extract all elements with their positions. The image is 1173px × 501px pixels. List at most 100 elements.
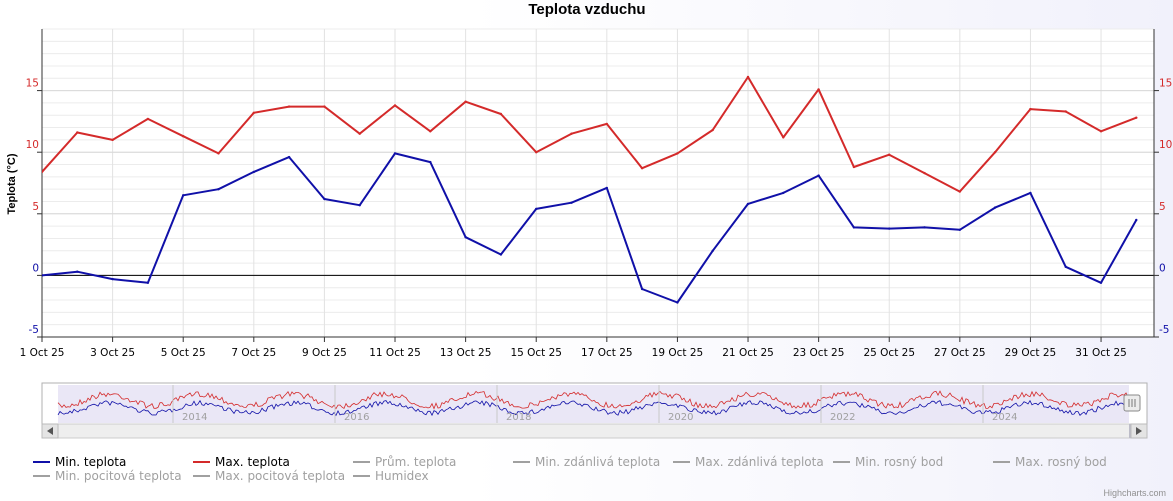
legend-item-min-rosny-bod[interactable]: Min. rosný bod — [833, 455, 943, 469]
data-point[interactable] — [323, 105, 326, 108]
scrollbar[interactable] — [41, 423, 1148, 439]
data-point[interactable] — [711, 128, 714, 132]
x-tick-label: 23 Oct 25 — [793, 347, 845, 359]
data-point[interactable] — [570, 132, 573, 135]
data-point[interactable] — [888, 227, 891, 230]
series-line-min-teplota[interactable] — [42, 152, 1138, 304]
x-tick-label: 13 Oct 25 — [440, 347, 492, 359]
data-point[interactable] — [464, 236, 467, 239]
legend-item-min-zdanliva-teplota[interactable]: Min. zdánlivá teplota — [513, 455, 660, 469]
data-point[interactable] — [146, 117, 150, 121]
data-point[interactable] — [640, 287, 644, 291]
y-tick-label-right: -5 — [1159, 324, 1169, 336]
data-point[interactable] — [993, 206, 997, 209]
data-point[interactable] — [146, 281, 150, 284]
data-point[interactable] — [746, 202, 750, 206]
legend-item-humidex[interactable]: Humidex — [353, 469, 429, 483]
scrollbar-track[interactable] — [41, 423, 1148, 439]
data-point[interactable] — [217, 188, 220, 191]
data-point[interactable] — [958, 190, 961, 193]
data-point[interactable] — [676, 152, 679, 155]
data-point[interactable] — [605, 186, 608, 190]
data-point[interactable] — [182, 194, 185, 197]
data-point[interactable] — [1135, 218, 1138, 222]
data-point[interactable] — [993, 151, 997, 154]
data-point[interactable] — [76, 270, 79, 273]
x-tick-label: 7 Oct 25 — [231, 347, 276, 359]
data-point[interactable] — [1029, 107, 1032, 111]
x-tick-label: 5 Oct 25 — [161, 347, 206, 359]
legend-item-max-rosny-bod[interactable]: Max. rosný bod — [993, 455, 1107, 469]
credits-link[interactable]: Highcharts.com — [1103, 488, 1166, 498]
y-tick-label-left: 0 — [32, 262, 39, 274]
data-point[interactable] — [287, 155, 291, 159]
data-point[interactable] — [1135, 116, 1138, 119]
data-point[interactable] — [358, 132, 361, 135]
data-point[interactable] — [429, 160, 432, 164]
data-point[interactable] — [429, 130, 432, 133]
data-point[interactable] — [923, 226, 926, 229]
data-point[interactable] — [676, 301, 679, 304]
legend-item-max-teplota[interactable]: Max. teplota — [193, 455, 290, 469]
series-line-max-teplota[interactable] — [42, 76, 1137, 193]
data-point[interactable] — [817, 174, 820, 177]
x-tick-label: 21 Oct 25 — [722, 347, 774, 359]
data-point[interactable] — [605, 122, 608, 126]
data-point[interactable] — [535, 207, 538, 211]
x-tick-label: 29 Oct 25 — [1005, 347, 1057, 359]
data-point[interactable] — [287, 105, 291, 108]
data-point[interactable] — [640, 167, 644, 170]
data-point[interactable] — [1064, 265, 1067, 268]
data-point[interactable] — [252, 111, 255, 115]
data-point[interactable] — [464, 100, 467, 103]
data-point[interactable] — [358, 204, 361, 207]
data-point[interactable] — [852, 165, 856, 169]
x-tick-label: 9 Oct 25 — [302, 347, 347, 359]
legend-item-max-zdanliva-teplota[interactable]: Max. zdánlivá teplota — [673, 455, 824, 469]
legend-label-min-teplota: Min. teplota — [55, 455, 126, 469]
legend-item-min-pocitova-teplota[interactable]: Min. pocitová teplota — [33, 469, 182, 483]
navigator-max-line — [57, 390, 1129, 410]
data-point[interactable] — [888, 153, 891, 156]
navigator-year-label: 2020 — [668, 412, 693, 423]
data-point[interactable] — [817, 88, 820, 91]
data-point[interactable] — [111, 277, 114, 281]
data-point[interactable] — [111, 138, 114, 142]
x-tick-label: 15 Oct 25 — [510, 347, 562, 359]
data-point[interactable] — [182, 135, 185, 138]
x-tick-label: 27 Oct 25 — [934, 347, 986, 359]
x-tick-label: 11 Oct 25 — [369, 347, 421, 359]
data-point[interactable] — [393, 152, 397, 155]
data-point[interactable] — [1029, 191, 1032, 195]
legend-item-min-teplota[interactable]: Min. teplota — [33, 455, 126, 469]
data-point[interactable] — [41, 274, 44, 277]
data-point[interactable] — [499, 112, 503, 116]
data-point[interactable] — [499, 253, 503, 256]
arrow-right-icon — [1136, 427, 1142, 435]
data-point[interactable] — [1099, 130, 1103, 133]
data-point[interactable] — [923, 171, 926, 175]
data-point[interactable] — [217, 152, 220, 155]
data-point[interactable] — [958, 228, 961, 231]
data-point[interactable] — [570, 201, 573, 204]
y-tick-label-right: 10 — [1159, 139, 1172, 151]
data-point[interactable] — [782, 136, 785, 139]
data-point[interactable] — [41, 170, 44, 174]
data-point[interactable] — [711, 249, 714, 252]
series-layer — [41, 75, 1138, 304]
data-point[interactable] — [746, 75, 750, 79]
data-point[interactable] — [852, 226, 856, 229]
data-point[interactable] — [76, 131, 79, 134]
legend-label-max-pocitova-teplota: Max. pocitová teplota — [215, 469, 345, 483]
legend-item-prum-teplota[interactable]: Prům. teplota — [353, 455, 456, 469]
data-point[interactable] — [1064, 110, 1067, 113]
data-point[interactable] — [323, 197, 326, 201]
data-point[interactable] — [535, 151, 538, 154]
legend-item-max-pocitova-teplota[interactable]: Max. pocitová teplota — [193, 469, 345, 483]
data-point[interactable] — [252, 170, 255, 174]
data-point[interactable] — [1099, 281, 1103, 284]
navigator[interactable]: 2014 2016 2018 2020 2022 2024 — [41, 382, 1148, 425]
x-tick-label: 31 Oct 25 — [1075, 347, 1127, 359]
data-point[interactable] — [782, 191, 785, 195]
data-point[interactable] — [393, 104, 397, 107]
